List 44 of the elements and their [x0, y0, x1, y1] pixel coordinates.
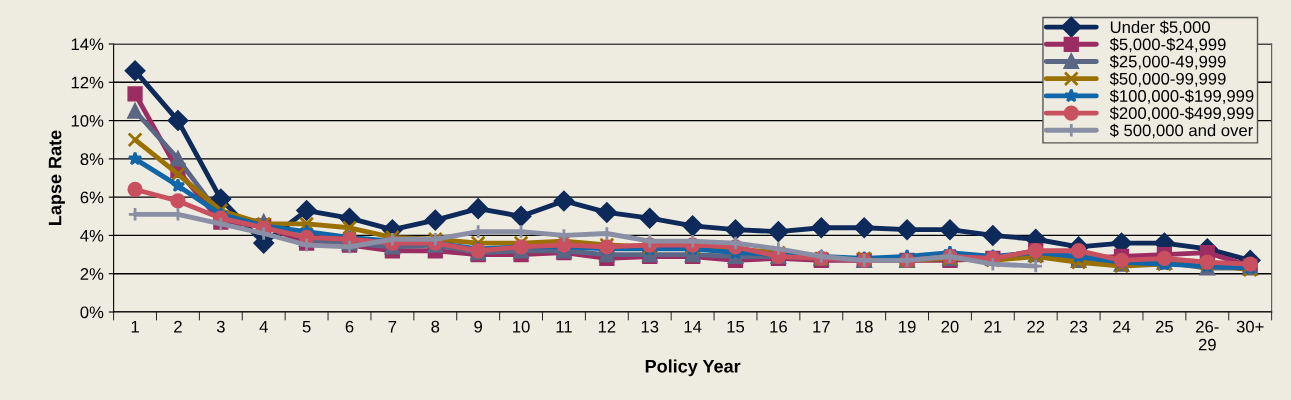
- y-tick-label: 6%: [80, 191, 104, 204]
- y-axis-title: Lapse Rate: [48, 130, 65, 225]
- x-tick-label: 1: [131, 320, 139, 333]
- x-tick-label: 17: [813, 320, 830, 333]
- x-tick-label: 7: [388, 320, 397, 333]
- legend-label: $5,000-$24,999: [1109, 37, 1226, 53]
- x-tick-label: 8: [431, 320, 440, 333]
- x-tick-label: 30+: [1236, 320, 1264, 333]
- x-tick-label: 4: [259, 320, 268, 333]
- x-tick-label: 26- 29: [1196, 320, 1219, 351]
- legend-label: $25,000-49,999: [1109, 54, 1226, 70]
- y-tick-label: 4%: [80, 229, 104, 242]
- y-tick-label: 14%: [71, 38, 104, 51]
- x-tick-label: 13: [641, 320, 659, 333]
- x-tick-label: 16: [770, 320, 787, 333]
- x-tick-label: 15: [727, 320, 745, 333]
- legend-label: $50,000-99,999: [1109, 72, 1226, 87]
- legend-label: $100,000-$199,999: [1109, 89, 1254, 104]
- y-tick-label: 2%: [80, 268, 104, 280]
- x-tick-label: 5: [302, 320, 311, 333]
- x-tick-label: 22: [1027, 320, 1045, 333]
- x-tick-label: 24: [1113, 320, 1131, 333]
- x-tick-label: 25: [1155, 320, 1173, 333]
- x-tick-label: 21: [984, 320, 1002, 333]
- x-axis-title: Policy Year: [645, 359, 741, 377]
- y-tick-label: 12%: [71, 76, 104, 89]
- x-tick-label: 19: [899, 320, 916, 333]
- x-tick-label: 11: [556, 320, 572, 333]
- y-tick-label: 8%: [80, 153, 104, 166]
- y-tick-label: 0%: [80, 306, 104, 319]
- legend-label: $ 500,000 and over: [1109, 123, 1253, 139]
- x-tick-label: 12: [598, 320, 616, 333]
- legend-label: Under $5,000: [1110, 20, 1210, 36]
- x-tick-label: 2: [174, 320, 182, 333]
- x-tick-label: 18: [856, 320, 873, 333]
- x-tick-label: 3: [216, 320, 225, 333]
- x-tick-label: 23: [1070, 320, 1088, 333]
- y-tick-label: 10%: [71, 114, 104, 127]
- x-tick-label: 6: [345, 320, 354, 333]
- x-tick-label: 9: [474, 320, 483, 333]
- x-tick-label: 10: [513, 320, 530, 333]
- x-tick-label: 14: [684, 320, 702, 333]
- x-tick-label: 20: [941, 320, 959, 333]
- legend-label: $200,000-$499,999: [1109, 106, 1254, 122]
